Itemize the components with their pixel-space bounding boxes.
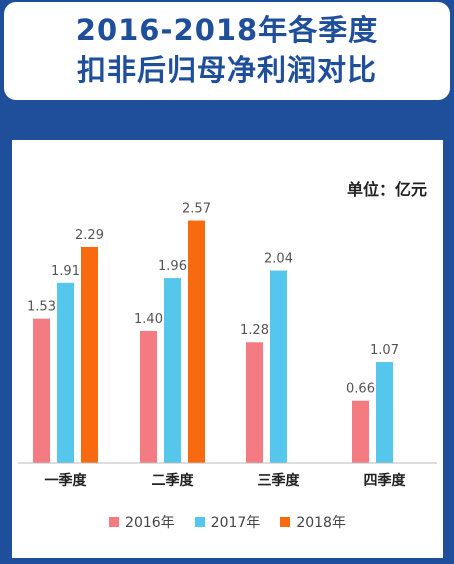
data-label: 0.66: [346, 382, 375, 397]
category-label: 三季度: [258, 472, 301, 489]
bar-chart: 1.53 1.91 2.29 一季度 1.40 1.96 2.57 二季度 1.28 2.04 三季…: [18, 202, 437, 489]
legend-label: 2016年: [125, 515, 175, 531]
bar-2016年-四季度: [352, 400, 369, 463]
unit-label: 单位：亿元: [346, 180, 427, 199]
bar-2018年-一季度: [81, 246, 98, 463]
legend-item: 2017年: [194, 512, 261, 532]
legend-label: 2017年: [210, 515, 261, 531]
data-label: 1.91: [51, 264, 80, 279]
bar-2017年-三季度: [270, 270, 287, 463]
legend-item: 2018年: [280, 512, 346, 532]
category-label: 一季度: [45, 472, 88, 489]
data-label: 1.53: [27, 300, 56, 315]
bar-2016年-二季度: [140, 330, 157, 463]
legend-swatch: [280, 517, 291, 527]
legend-item: 2016年: [109, 512, 175, 532]
data-label: 1.07: [370, 343, 399, 358]
legend-label: 2018年: [296, 515, 346, 531]
title-box: 2016-2018年各季度 扣非后归母净利润对比: [4, 2, 450, 100]
data-label: 2.04: [264, 252, 293, 267]
data-label: 2.29: [75, 228, 104, 243]
chart-title-line-2: 扣非后归母净利润对比: [76, 53, 377, 87]
bar-2018年-二季度: [188, 220, 205, 463]
data-label: 2.57: [182, 202, 211, 217]
bar-2016年-一季度: [33, 318, 50, 463]
legend-swatch: [109, 517, 120, 527]
bar-2017年-二季度: [164, 278, 181, 463]
data-label: 1.96: [158, 259, 187, 274]
chart-title-line-1: 2016-2018年各季度: [75, 13, 379, 47]
chart-panel: 1.53 1.91 2.29 一季度 1.40 1.96 2.57 二季度 1.28 2.04 三季…: [12, 140, 443, 558]
bar-2017年-四季度: [376, 362, 393, 463]
data-label: 1.40: [134, 312, 163, 327]
data-label: 1.28: [240, 323, 269, 338]
category-label: 二季度: [152, 472, 195, 489]
legend-swatch: [194, 517, 205, 527]
bar-2016年-三季度: [246, 342, 263, 463]
legend: 2016年 2017年 2018年: [12, 512, 443, 532]
bar-2017年-一季度: [57, 282, 74, 463]
category-label: 四季度: [364, 472, 407, 489]
